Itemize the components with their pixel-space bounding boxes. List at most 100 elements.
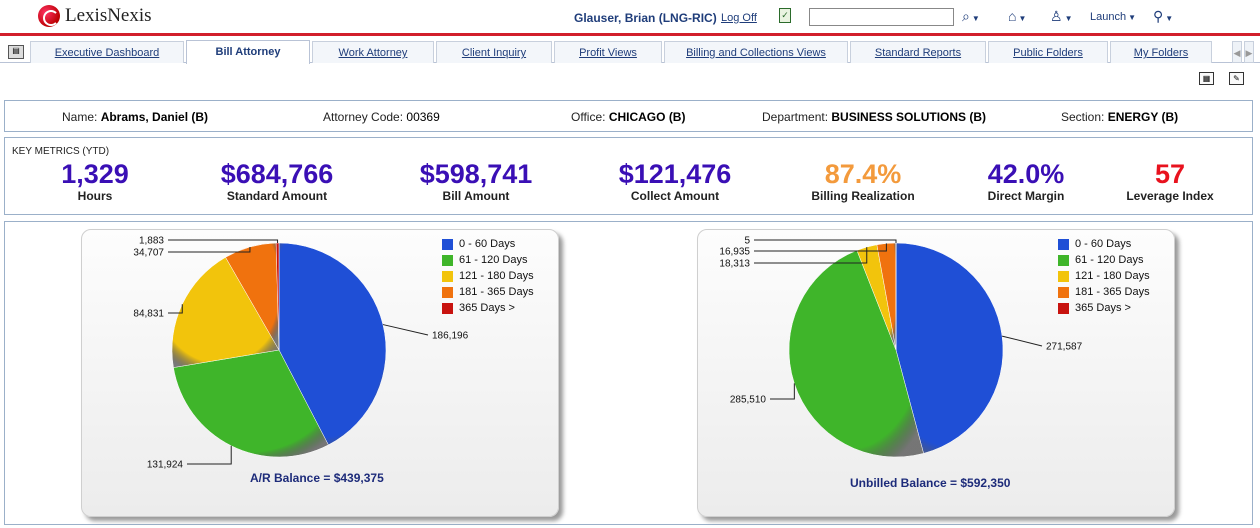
ar-legend: 0 - 60 Days 61 - 120 Days 121 - 180 Days 18… xyxy=(442,236,534,316)
logoff-link[interactable]: Log Off xyxy=(721,12,757,24)
legend-item: 0 - 60 Days xyxy=(442,236,534,252)
tab-bar: ▤ Executive Dashboard Bill Attorney Work… xyxy=(0,40,1260,64)
tab-scroll-left[interactable]: ◀ xyxy=(1232,41,1242,63)
metric-label: Direct Margin xyxy=(987,189,1065,203)
unbilled-legend: 0 - 60 Days 61 - 120 Days 121 - 180 Days 18… xyxy=(1058,236,1150,316)
search-icon[interactable]: ⌕ ▼ xyxy=(962,8,980,24)
metric-collect-amount: $121,476 Collect Amount xyxy=(585,158,765,203)
ar-balance-chart[interactable]: 186,196 131,924 84,831 34,707 1,883 0 - 60 D… xyxy=(81,229,559,517)
leader-line xyxy=(754,247,868,264)
office-value: CHICAGO (B) xyxy=(608,110,686,124)
unbilled-balance-chart[interactable]: 271,587 285,510 18,313 16,935 5 0 - 60 Days 6… xyxy=(697,229,1175,517)
data-label: 84,831 xyxy=(133,309,164,320)
key-metrics-title: KEY METRICS (YTD) xyxy=(12,146,110,157)
tab-menu-icon[interactable]: ▤ xyxy=(8,45,24,59)
legend-item: 121 - 180 Days xyxy=(1058,268,1150,284)
legend-swatch xyxy=(1058,302,1069,314)
section-value: ENERGY (B) xyxy=(1107,110,1179,124)
attorney-code: 00369 xyxy=(406,110,440,124)
metric-value: $598,741 xyxy=(419,159,533,189)
info-name: Name: Abrams, Daniel (B) xyxy=(62,110,209,124)
legend-item: 0 - 60 Days xyxy=(1058,236,1150,252)
metric-label: Collect Amount xyxy=(630,189,720,203)
legend-swatch xyxy=(442,286,453,298)
data-label: 34,707 xyxy=(133,248,164,259)
data-label: 285,510 xyxy=(730,395,767,406)
info-office: Office: CHICAGO (B) xyxy=(571,110,686,124)
metric-bill-amount: $598,741 Bill Amount xyxy=(386,158,566,203)
legend-label: 61 - 120 Days xyxy=(1075,254,1144,266)
data-label: 18,313 xyxy=(719,259,750,270)
tab-bill-attorney[interactable]: Bill Attorney xyxy=(186,40,310,64)
legend-swatch xyxy=(1058,254,1069,266)
home-icon[interactable]: ⌂ ▼ xyxy=(1008,8,1027,24)
legend-swatch xyxy=(1058,238,1069,250)
pie-slice-0[interactable] xyxy=(895,242,1004,454)
chevron-down-icon: ▼ xyxy=(1128,13,1137,22)
info-department: Department: BUSINESS SOLUTIONS (B) xyxy=(762,110,987,124)
tab-executive-dashboard[interactable]: Executive Dashboard xyxy=(30,41,184,63)
pie-slice-0[interactable] xyxy=(278,242,387,446)
tab-profit-views[interactable]: Profit Views xyxy=(554,41,662,63)
legend-label: 61 - 120 Days xyxy=(459,254,528,266)
attorney-name: Abrams, Daniel (B) xyxy=(100,110,209,124)
help-icon[interactable]: ⚲ ▼ xyxy=(1153,8,1174,24)
tab-standard-reports[interactable]: Standard Reports xyxy=(850,41,986,63)
department-value: BUSINESS SOLUTIONS (B) xyxy=(831,110,987,124)
legend-item: 365 Days > xyxy=(442,300,534,316)
key-metrics-panel: KEY METRICS (YTD) 1,329 Hours $684,766 Sta… xyxy=(4,137,1253,215)
legend-label: 181 - 365 Days xyxy=(1075,286,1150,298)
legend-item: 61 - 120 Days xyxy=(442,252,534,268)
data-label: 5 xyxy=(744,236,750,247)
user-name: Glauser, Brian (LNG-RIC) xyxy=(574,11,717,25)
leader-line xyxy=(770,383,795,400)
data-label: 16,935 xyxy=(719,247,750,258)
legend-swatch xyxy=(442,238,453,250)
pie-slice-1[interactable] xyxy=(173,349,329,458)
metric-standard-amount: $684,766 Standard Amount xyxy=(187,158,367,203)
attorney-info-bar: Name: Abrams, Daniel (B) Attorney Code: … xyxy=(4,100,1253,132)
ar-balance-caption: A/R Balance = $439,375 xyxy=(250,471,384,485)
leader-line xyxy=(187,445,232,465)
legend-item: 181 - 365 Days xyxy=(442,284,534,300)
legend-swatch xyxy=(1058,286,1069,298)
legend-label: 365 Days > xyxy=(459,302,515,314)
grid-view-icon[interactable]: ▦ xyxy=(1199,72,1214,85)
lexisnexis-logo: LexisNexis xyxy=(38,5,152,27)
search-input[interactable] xyxy=(809,8,954,26)
tab-public-folders[interactable]: Public Folders xyxy=(988,41,1108,63)
launch-menu[interactable]: Launch ▼ xyxy=(1090,11,1136,23)
metric-direct-margin: 42.0% Direct Margin xyxy=(936,158,1116,203)
metric-leverage-index: 57 Leverage Index xyxy=(1080,158,1260,203)
legend-label: 121 - 180 Days xyxy=(1075,270,1150,282)
edit-icon[interactable]: ✎ xyxy=(1229,72,1244,85)
metric-billing-realization: 87.4% Billing Realization xyxy=(773,158,953,203)
tab-scroll-right[interactable]: ▶ xyxy=(1244,41,1254,63)
info-section: Section: ENERGY (B) xyxy=(1061,110,1179,124)
tab-work-attorney[interactable]: Work Attorney xyxy=(312,41,434,63)
legend-item: 365 Days > xyxy=(1058,300,1150,316)
chevron-down-icon: ▼ xyxy=(971,14,980,23)
legend-item: 61 - 120 Days xyxy=(1058,252,1150,268)
user-icon[interactable]: ♙ ▼ xyxy=(1050,8,1073,24)
metric-value: 1,329 xyxy=(61,159,129,189)
data-label: 186,196 xyxy=(432,331,469,342)
pie-slice-4[interactable] xyxy=(275,242,280,351)
legend-item: 181 - 365 Days xyxy=(1058,284,1150,300)
tab-my-folders[interactable]: My Folders xyxy=(1110,41,1212,63)
legend-label: 365 Days > xyxy=(1075,302,1131,314)
document-icon[interactable]: ✓ xyxy=(779,8,791,23)
data-label: 271,587 xyxy=(1046,342,1083,353)
tab-client-inquiry[interactable]: Client Inquiry xyxy=(436,41,552,63)
legend-label: 181 - 365 Days xyxy=(459,286,534,298)
charts-panel: 186,196 131,924 84,831 34,707 1,883 0 - 60 D… xyxy=(4,221,1253,525)
tab-billing-collections[interactable]: Billing and Collections Views xyxy=(664,41,848,63)
metric-label: Billing Realization xyxy=(811,189,915,203)
legend-swatch xyxy=(1058,270,1069,282)
metric-value: 42.0% xyxy=(987,159,1065,189)
legend-swatch xyxy=(442,270,453,282)
logo-text: LexisNexis xyxy=(65,5,152,26)
top-bar: LexisNexis Glauser, Brian (LNG-RIC) Log … xyxy=(0,0,1260,36)
leader-line xyxy=(382,324,429,336)
pie-slice-1[interactable] xyxy=(788,250,924,458)
